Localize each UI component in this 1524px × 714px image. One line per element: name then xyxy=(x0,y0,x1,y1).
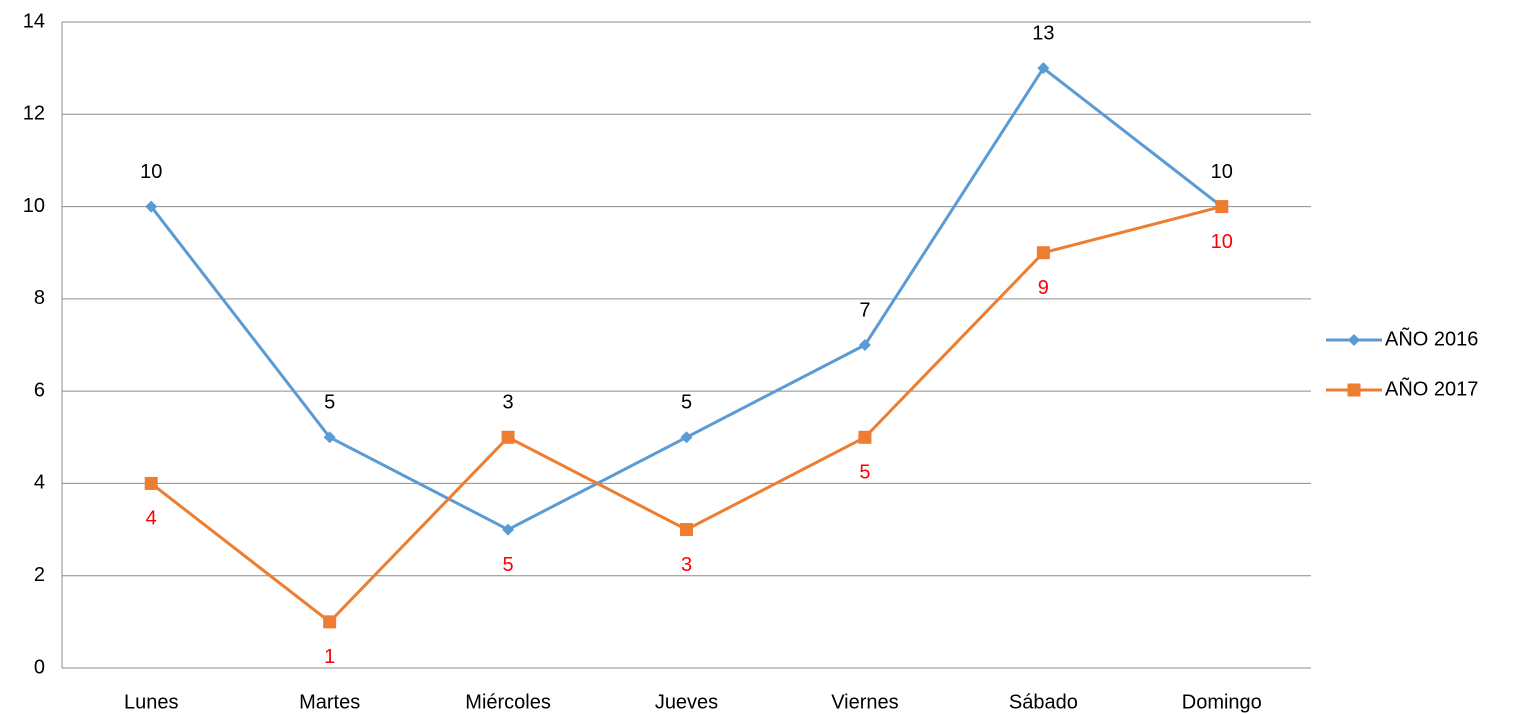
data-label: 4 xyxy=(146,508,157,530)
point xyxy=(144,476,158,490)
point xyxy=(1348,334,1360,346)
legend-label: AÑO 2017 xyxy=(1385,376,1478,400)
point xyxy=(1036,246,1050,260)
y-tick-label: 2 xyxy=(34,564,45,586)
data-label: 5 xyxy=(324,392,335,414)
y-tick-label: 0 xyxy=(34,656,45,678)
point xyxy=(680,523,693,537)
x-tick-label: Sábado xyxy=(1009,691,1078,713)
data-label: 5 xyxy=(859,462,870,484)
point xyxy=(323,431,336,444)
point xyxy=(858,339,871,351)
point xyxy=(858,430,872,444)
y-tick-label: 12 xyxy=(23,103,45,125)
data-label: 3 xyxy=(503,392,514,414)
y-tick-label: 4 xyxy=(34,472,45,494)
data-label: 13 xyxy=(1032,22,1054,44)
data-label: 9 xyxy=(1038,277,1049,299)
point xyxy=(1037,62,1050,75)
data-label: 5 xyxy=(503,554,514,576)
x-tick-label: Domingo xyxy=(1182,691,1262,713)
data-label: 7 xyxy=(859,299,870,321)
data-label: 10 xyxy=(140,161,162,183)
point xyxy=(1215,200,1229,214)
y-tick-label: 6 xyxy=(34,379,45,401)
point xyxy=(323,615,337,629)
point xyxy=(680,431,693,444)
y-tick-label: 14 xyxy=(23,10,45,32)
x-tick-label: Miércoles xyxy=(465,691,551,713)
x-tick-label: Viernes xyxy=(831,691,898,713)
x-tick-label: Martes xyxy=(299,691,360,713)
point xyxy=(1347,383,1361,397)
legend-label: AÑO 2016 xyxy=(1385,326,1478,350)
x-tick-label: Lunes xyxy=(124,691,179,713)
x-tick-label: Jueves xyxy=(655,691,718,713)
data-label: 10 xyxy=(1211,231,1233,253)
point xyxy=(145,200,158,213)
y-tick-label: 8 xyxy=(34,287,45,309)
data-label: 10 xyxy=(1211,161,1233,183)
point xyxy=(501,430,515,444)
point xyxy=(502,523,515,536)
y-tick-label: 10 xyxy=(23,195,45,217)
data-label: 1 xyxy=(324,646,335,668)
data-label: 5 xyxy=(681,392,692,414)
data-label: 3 xyxy=(681,554,692,576)
